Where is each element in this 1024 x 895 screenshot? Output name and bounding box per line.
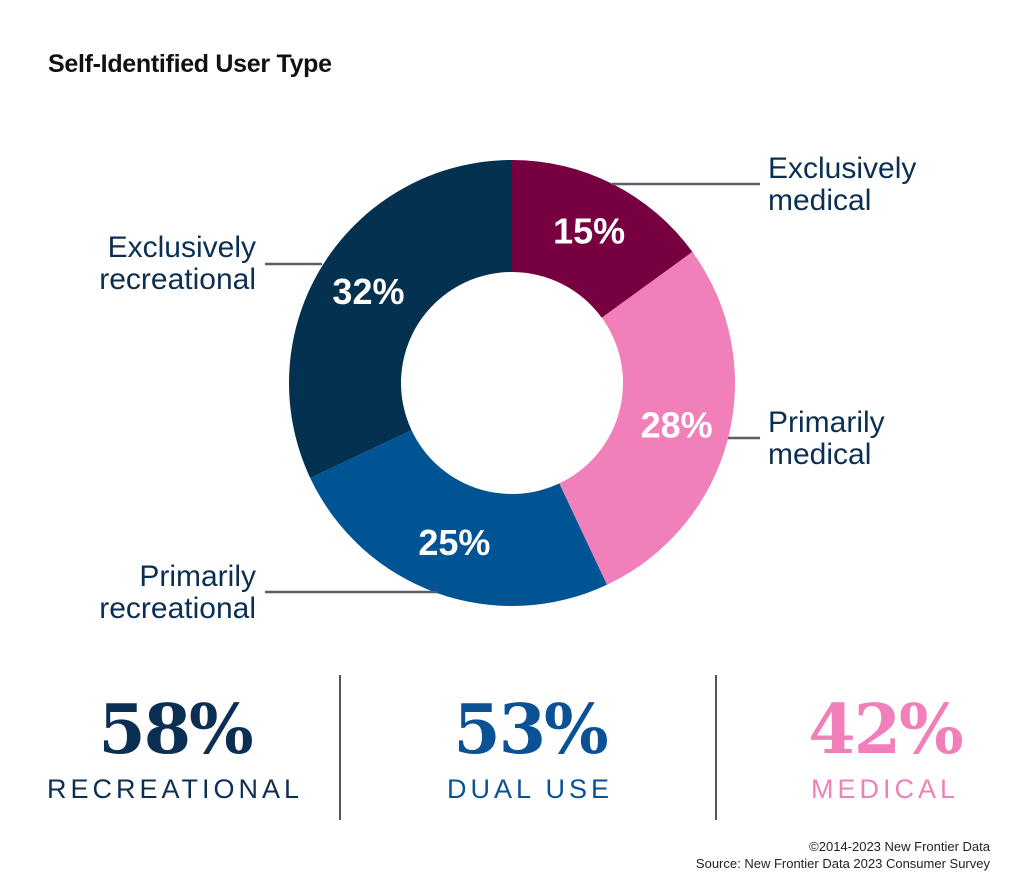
category-label-line: Exclusively <box>768 152 916 185</box>
category-label-primarily-medical: Primarily medical <box>768 406 885 471</box>
slice-primarily-medical <box>559 251 736 585</box>
slice-exclusively-medical <box>512 160 693 318</box>
stat-medical-label: MEDICAL <box>810 774 960 804</box>
stat-dual-use: 53% DUAL USE <box>380 690 680 806</box>
category-label-line: recreational <box>99 263 256 296</box>
category-label-exclusively-recreational: Exclusively recreational <box>99 231 256 296</box>
slice-value-primarily-recreational: 25% <box>418 522 490 563</box>
category-label-line: Primarily <box>139 560 256 593</box>
chart-title: Self-Identified User Type <box>48 50 332 78</box>
stat-dual-use-value: 53% <box>453 690 608 770</box>
stat-dual-use-label: DUAL USE <box>446 774 614 804</box>
divider <box>715 675 717 820</box>
slice-value-primarily-medical: 28% <box>641 404 713 445</box>
stat-medical-value: 42% <box>808 690 963 770</box>
category-label-line: medical <box>768 438 871 471</box>
stat-recreational: 58% RECREATIONAL <box>40 690 310 806</box>
category-label-line: Exclusively <box>108 231 256 264</box>
category-label-line: recreational <box>99 592 256 625</box>
slice-value-exclusively-recreational: 32% <box>332 271 404 312</box>
divider <box>339 675 341 820</box>
slice-primarily-recreational <box>310 430 607 606</box>
category-label-exclusively-medical: Exclusively medical <box>768 152 916 217</box>
footer: ©2014-2023 New Frontier Data Source: New… <box>696 838 990 872</box>
category-label-primarily-recreational: Primarily recreational <box>99 560 256 625</box>
slice-value-exclusively-medical: 15% <box>553 211 625 252</box>
category-label-line: medical <box>768 184 871 217</box>
stat-medical: 42% MEDICAL <box>760 690 1010 806</box>
slice-exclusively-recreational <box>288 160 512 478</box>
category-label-line: Primarily <box>768 406 885 439</box>
source-text: Source: New Frontier Data 2023 Consumer … <box>695 856 990 871</box>
stat-recreational-label: RECREATIONAL <box>46 774 304 804</box>
copyright-text: ©2014-2023 New Frontier Data <box>809 839 990 854</box>
stat-recreational-value: 58% <box>98 690 253 770</box>
